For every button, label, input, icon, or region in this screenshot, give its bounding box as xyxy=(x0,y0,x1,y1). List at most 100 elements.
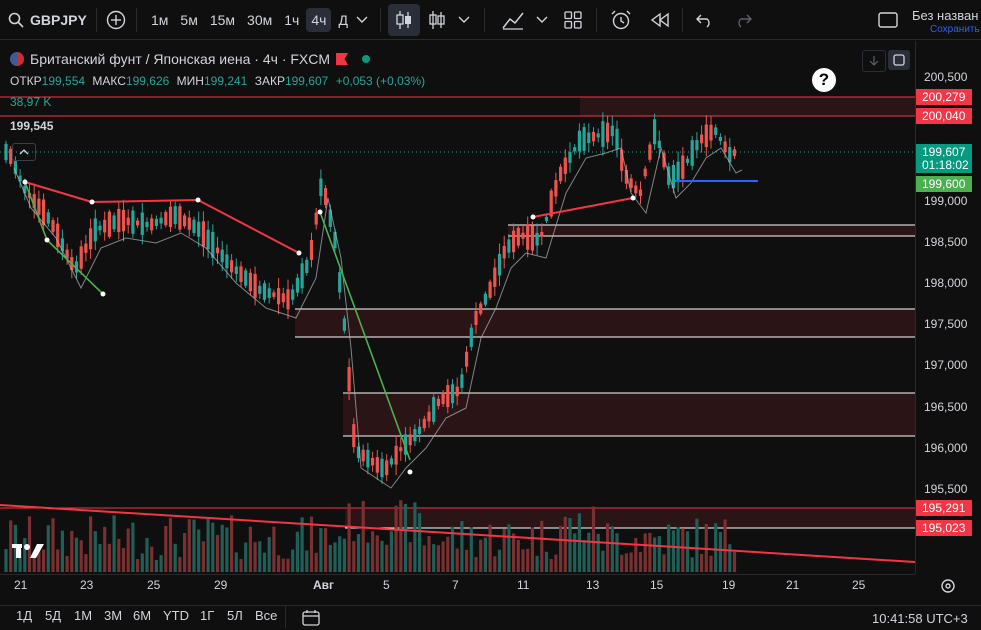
undo-button[interactable] xyxy=(696,0,714,40)
undo-icon xyxy=(696,14,710,28)
volume-bar xyxy=(653,537,657,572)
left-price-label: 199,545 xyxy=(10,119,54,133)
candle-body xyxy=(164,212,168,226)
volume-bar xyxy=(638,552,643,572)
interval-2[interactable]: 15м xyxy=(209,12,236,28)
volume-bar xyxy=(441,541,445,572)
candle-body xyxy=(432,397,436,422)
range-button-2[interactable]: 1М xyxy=(74,608,93,623)
candle-body xyxy=(723,141,727,153)
candle-body xyxy=(65,249,69,259)
volume-bar xyxy=(70,530,74,572)
interval-3[interactable]: 30м xyxy=(247,12,273,28)
volume-bar xyxy=(512,533,516,572)
candle-body xyxy=(309,240,314,260)
volume-bar xyxy=(596,533,600,572)
candle-body xyxy=(328,209,332,228)
interval-0[interactable]: 1м xyxy=(151,12,169,28)
volume-bar xyxy=(591,506,596,572)
indicators-dropdown[interactable] xyxy=(536,0,548,40)
range-button-4[interactable]: 6М xyxy=(133,608,152,623)
clock[interactable]: 10:41:58 UTC+3 xyxy=(872,611,968,626)
layout-title[interactable]: Без назван xyxy=(912,8,979,23)
range-button-7[interactable]: 5Л xyxy=(227,608,243,623)
volume-bar xyxy=(516,539,520,572)
volume-bar xyxy=(324,528,328,572)
layout-button[interactable] xyxy=(878,0,898,40)
volume-bar xyxy=(51,518,55,572)
candle-body xyxy=(507,239,511,253)
redo-button[interactable] xyxy=(734,0,752,40)
range-button-0[interactable]: 1Д xyxy=(16,608,33,623)
volume-bar xyxy=(79,540,83,572)
interval-6[interactable]: Д xyxy=(338,12,348,28)
range-button-5[interactable]: YTD xyxy=(163,608,189,623)
volume-bar xyxy=(150,546,154,572)
compare-button[interactable] xyxy=(106,0,126,40)
volume-bar xyxy=(455,548,459,572)
candle-body xyxy=(98,225,102,231)
candle-body xyxy=(662,152,666,168)
help-icon[interactable]: ? xyxy=(812,68,836,92)
volume-bar xyxy=(9,520,13,572)
candle-body xyxy=(375,457,379,473)
interval-4[interactable]: 1ч xyxy=(284,12,300,28)
candle-body xyxy=(84,243,88,253)
range-button-3[interactable]: 3М xyxy=(104,608,123,623)
candle-body xyxy=(107,211,111,237)
candle-body xyxy=(333,231,337,249)
range-button-1[interactable]: 5Д xyxy=(45,608,62,623)
style-dropdown[interactable] xyxy=(458,0,470,40)
collapse-legend-button[interactable] xyxy=(12,143,36,161)
volume-bar xyxy=(432,544,436,572)
save-status[interactable]: Сохранить xyxy=(930,24,980,35)
price-badge: 200,279 xyxy=(916,89,972,105)
date-axis[interactable] xyxy=(0,574,915,597)
volume-bar xyxy=(56,549,60,572)
maximize-button[interactable] xyxy=(888,50,910,70)
candles-icon xyxy=(396,11,411,29)
volume-bar xyxy=(559,525,563,572)
candle-body xyxy=(13,160,17,174)
volume-bar xyxy=(244,542,248,572)
symbol-search[interactable]: GBPJPY xyxy=(8,0,87,40)
anchor-point xyxy=(317,209,323,215)
volume-bar xyxy=(577,513,581,572)
interval-1[interactable]: 5м xyxy=(180,12,198,28)
templates-button[interactable] xyxy=(564,0,582,40)
low-value: 199,241 xyxy=(203,74,248,88)
volume-bar xyxy=(42,549,46,572)
interval-5[interactable]: 4ч xyxy=(306,8,332,32)
alert-button[interactable] xyxy=(610,0,632,40)
candle-body xyxy=(342,318,346,331)
goto-date-button[interactable] xyxy=(302,609,320,629)
volume-bar xyxy=(568,518,572,572)
volume-bar xyxy=(526,548,530,572)
date-tick-label: 7 xyxy=(452,578,459,592)
interval-dropdown[interactable] xyxy=(356,0,368,40)
volume-bar xyxy=(474,556,478,572)
axis-settings-button[interactable] xyxy=(940,578,956,597)
candle-body xyxy=(272,292,276,297)
range-button-8[interactable]: Все xyxy=(255,608,278,623)
scroll-down-button[interactable] xyxy=(862,50,886,72)
volume-bar xyxy=(690,557,694,572)
volume-bar xyxy=(676,527,680,572)
redo-icon xyxy=(738,14,752,28)
volume-bar xyxy=(422,545,426,572)
volume-bar xyxy=(427,536,431,572)
volume-bar xyxy=(502,528,506,572)
replay-button[interactable] xyxy=(650,0,670,40)
red-flag-icon[interactable] xyxy=(336,53,349,65)
price-badge: 200,040 xyxy=(916,108,972,124)
price-axis[interactable] xyxy=(915,41,981,574)
market-status-icon[interactable] xyxy=(362,55,371,63)
price-chart[interactable] xyxy=(0,41,915,574)
bar-style-button[interactable] xyxy=(428,0,446,40)
candle-body xyxy=(4,143,8,161)
volume-bar xyxy=(469,527,473,572)
range-button-6[interactable]: 1Г xyxy=(200,608,215,623)
candles-type-button[interactable] xyxy=(388,0,420,40)
indicators-button[interactable] xyxy=(502,0,524,40)
volume-bar xyxy=(183,532,187,572)
